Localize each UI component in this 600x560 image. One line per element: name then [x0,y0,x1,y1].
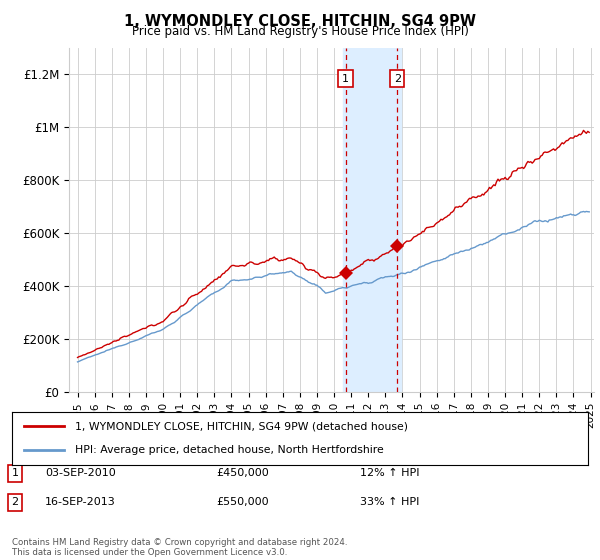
Text: 2: 2 [11,497,19,507]
Text: 1, WYMONDLEY CLOSE, HITCHIN, SG4 9PW (detached house): 1, WYMONDLEY CLOSE, HITCHIN, SG4 9PW (de… [76,422,409,432]
Bar [343,48,401,392]
Text: £550,000: £550,000 [216,497,269,507]
Text: 33% ↑ HPI: 33% ↑ HPI [360,497,419,507]
Text: Contains HM Land Registry data © Crown copyright and database right 2024.
This d: Contains HM Land Registry data © Crown c… [12,538,347,557]
Text: 03-SEP-2010: 03-SEP-2010 [45,468,116,478]
Text: 1: 1 [11,468,19,478]
Text: 16-SEP-2013: 16-SEP-2013 [45,497,116,507]
Text: 1, WYMONDLEY CLOSE, HITCHIN, SG4 9PW: 1, WYMONDLEY CLOSE, HITCHIN, SG4 9PW [124,14,476,29]
Text: 12% ↑ HPI: 12% ↑ HPI [360,468,419,478]
Text: Price paid vs. HM Land Registry's House Price Index (HPI): Price paid vs. HM Land Registry's House … [131,25,469,38]
Text: HPI: Average price, detached house, North Hertfordshire: HPI: Average price, detached house, Nort… [76,445,384,455]
Text: 1: 1 [342,73,349,83]
Text: £450,000: £450,000 [216,468,269,478]
Text: 2: 2 [394,73,401,83]
